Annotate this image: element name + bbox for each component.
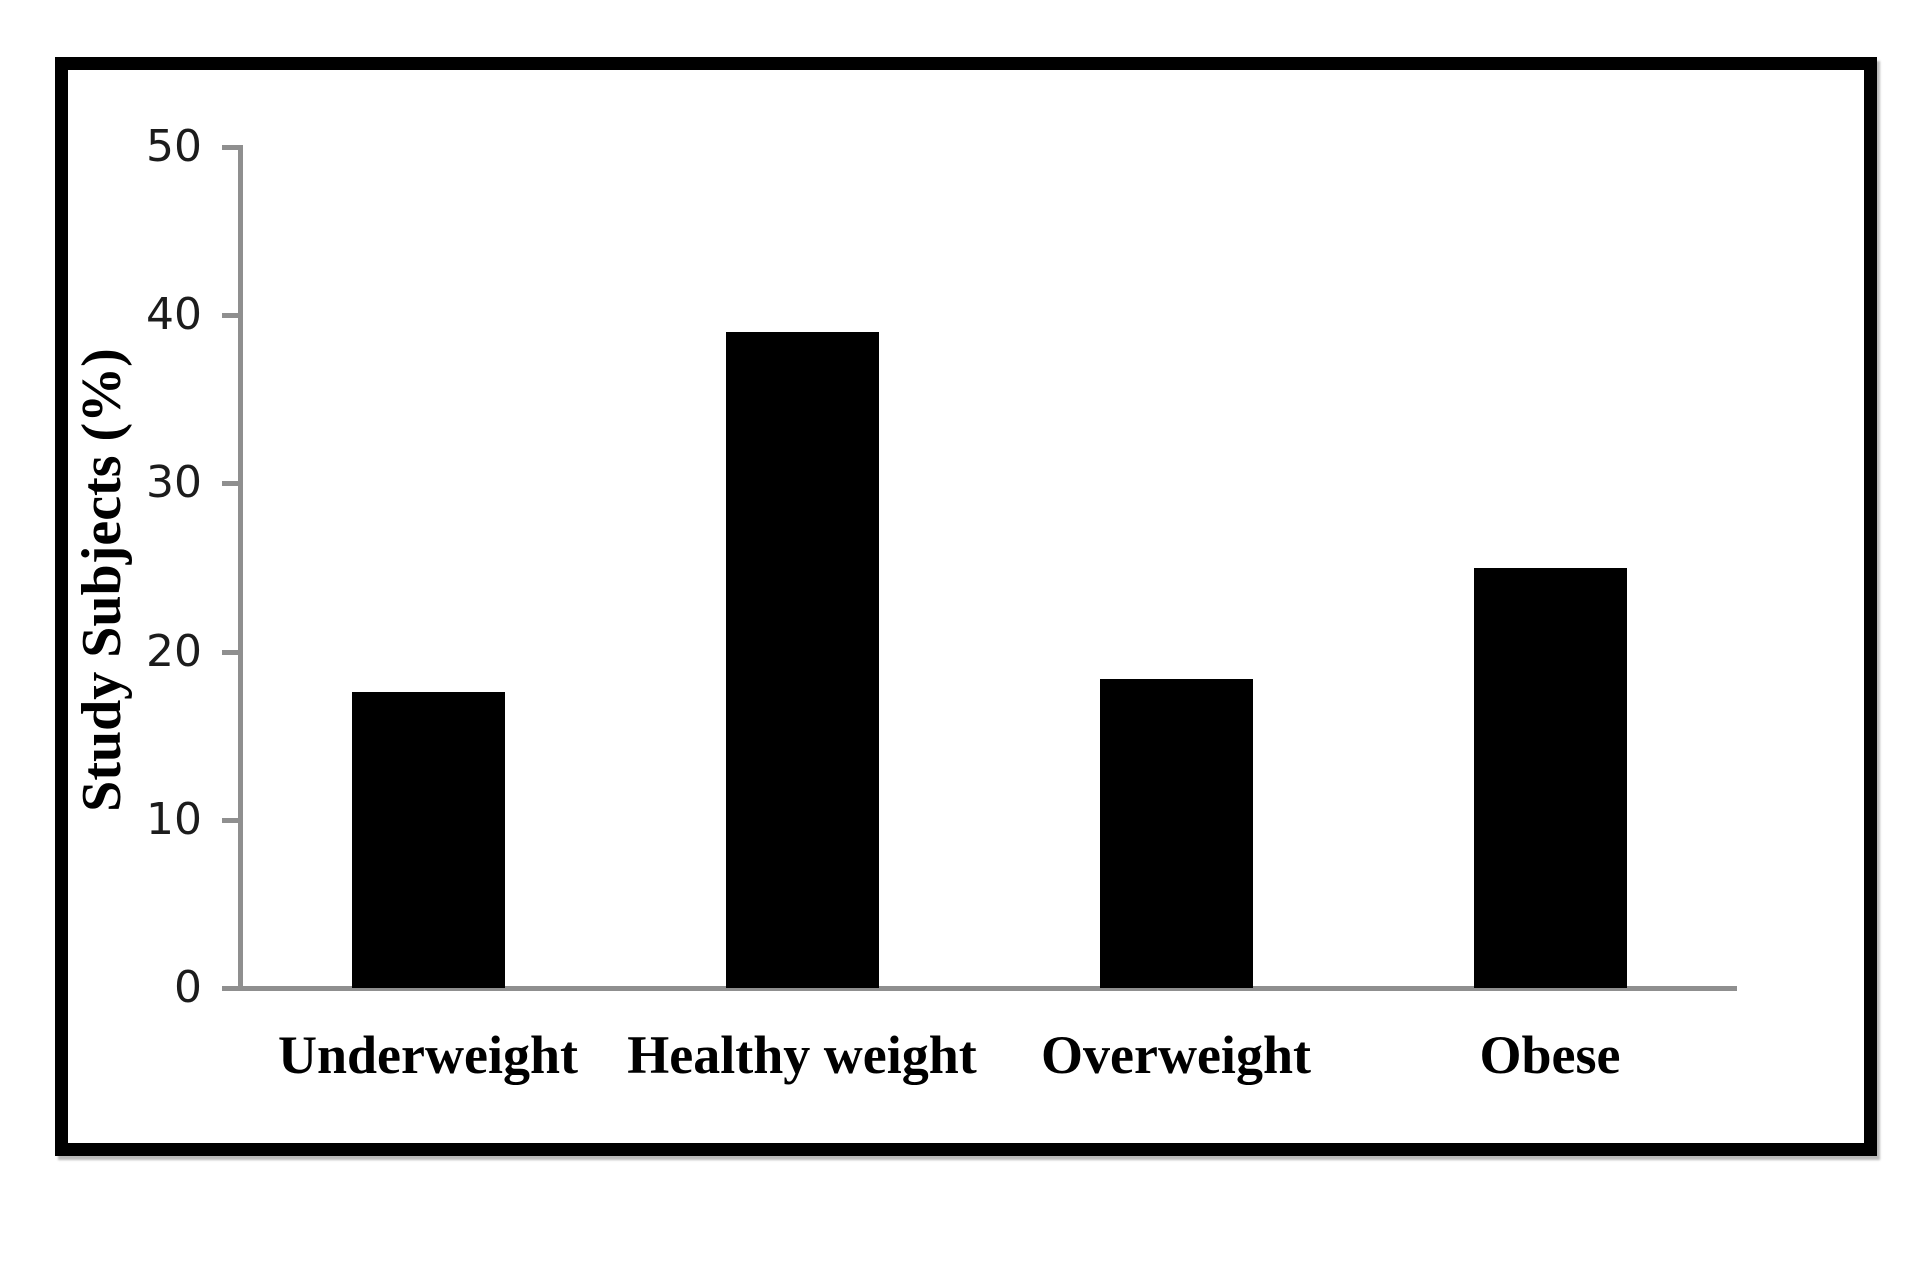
y-tick-label: 40 xyxy=(146,289,202,341)
x-axis-line xyxy=(238,986,1737,991)
y-axis-line xyxy=(238,145,243,991)
y-tick-label: 0 xyxy=(174,962,202,1013)
y-tick-label: 30 xyxy=(146,457,202,509)
y-tick-mark xyxy=(222,817,239,823)
y-tick-mark xyxy=(222,986,239,991)
bar-underweight xyxy=(351,691,505,988)
x-axis-label-overweight: Overweight xyxy=(1041,1025,1311,1085)
bar-obese xyxy=(1473,567,1627,988)
y-tick-label: 10 xyxy=(146,793,202,845)
y-tick-label: 50 xyxy=(146,121,202,172)
y-tick-mark xyxy=(222,649,239,655)
chart-frame xyxy=(55,57,1877,1156)
y-tick-mark xyxy=(222,145,239,150)
bar-healthy-weight xyxy=(725,332,879,988)
x-axis-label-obese: Obese xyxy=(1479,1025,1621,1085)
bar-overweight xyxy=(1099,678,1253,988)
y-tick-label: 20 xyxy=(146,625,202,677)
x-axis-label-underweight: Underweight xyxy=(278,1025,578,1085)
y-tick-mark xyxy=(222,481,239,487)
x-axis-label-healthy-weight: Healthy weight xyxy=(627,1025,977,1085)
y-tick-mark xyxy=(222,313,239,319)
